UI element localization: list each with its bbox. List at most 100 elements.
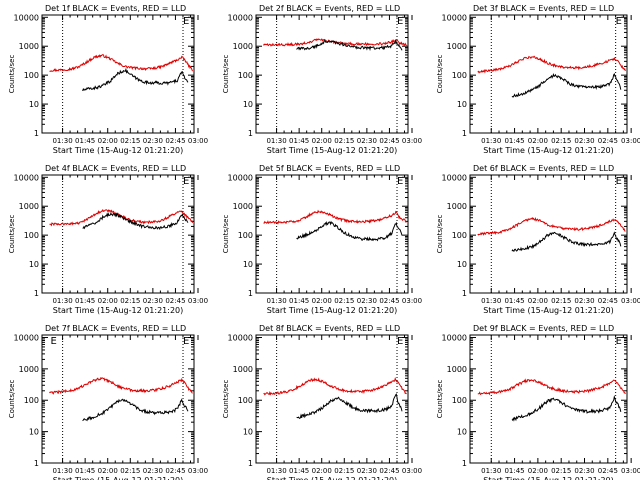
plot-frame: [41, 174, 195, 294]
x-tick-label: 02:15: [551, 137, 571, 145]
panel-title: Det 7f BLACK = Events, RED = LLD: [45, 324, 186, 333]
x-tick-label: 02:45: [379, 467, 399, 475]
y-tick-label: 100: [238, 71, 253, 80]
x-tick-label: 01:30: [52, 137, 72, 145]
events-series-line: [511, 72, 622, 98]
x-tick-label: 02:45: [165, 467, 185, 475]
y-tick-label: 10000: [228, 13, 253, 22]
x-tick-label: 02:15: [120, 137, 140, 145]
x-tick-label: 02:00: [312, 297, 332, 305]
e-marker-label: E: [616, 16, 622, 27]
x-tick-label: 01:30: [266, 137, 286, 145]
x-tick-label: 01:45: [289, 137, 309, 145]
x-tick-label: 02:15: [551, 467, 571, 475]
y-tick-label: 1000: [233, 202, 253, 211]
plot-frame: [469, 334, 628, 464]
x-tick-label: 01:45: [504, 467, 524, 475]
y-tick-label: 10: [243, 260, 253, 269]
y-tick-label: 100: [452, 231, 467, 240]
y-tick-label: 1: [34, 459, 39, 468]
y-tick-label: 10: [457, 100, 467, 109]
x-tick-label: 02:00: [98, 137, 118, 145]
x-tick-label: 02:30: [143, 297, 163, 305]
lld-series-line: [263, 38, 407, 47]
x-tick-label: 02:00: [312, 137, 332, 145]
x-tick-label: 02:45: [598, 297, 618, 305]
lld-series-line: [477, 378, 626, 396]
e-marker-label: E: [183, 336, 189, 347]
panel-title: Det 5f BLACK = Events, RED = LLD: [259, 164, 400, 173]
x-tick-label: 03:00: [402, 467, 422, 475]
panel-title: Det 1f BLACK = Events, RED = LLD: [45, 4, 186, 13]
x-tick-label: 01:45: [289, 297, 309, 305]
x-tick-label: 02:15: [334, 467, 354, 475]
y-tick-label: 1: [462, 129, 467, 138]
lld-series-line: [49, 376, 193, 395]
panel-title: Det 9f BLACK = Events, RED = LLD: [473, 324, 614, 333]
y-tick-label: 10: [243, 428, 253, 437]
lld-series-line: [477, 55, 626, 74]
y-axis-label: Counts/sec: [436, 215, 444, 254]
y-tick-label: 1000: [447, 202, 467, 211]
events-series-line: [296, 220, 403, 242]
x-axis-label: Start Time (15-Aug-12 01:21:20): [483, 476, 614, 480]
x-tick-label: 01:30: [481, 137, 501, 145]
panel-det-5: Det 5f BLACK = Events, RED = LLD 1 10 100 10…: [222, 164, 422, 315]
x-tick-label: 01:30: [52, 467, 72, 475]
y-tick-label: 100: [452, 71, 467, 80]
y-tick-label: 10: [29, 428, 39, 437]
x-tick-label: 02:30: [574, 297, 594, 305]
x-tick-label: 02:45: [165, 137, 185, 145]
events-series-line: [82, 211, 189, 231]
x-tick-label: 03:00: [621, 297, 640, 305]
x-tick-label: 01:30: [266, 297, 286, 305]
x-tick-label: 02:15: [120, 467, 140, 475]
y-tick-label: 100: [24, 231, 39, 240]
panel-title: Det 3f BLACK = Events, RED = LLD: [473, 4, 614, 13]
panel-title: Det 2f BLACK = Events, RED = LLD: [259, 4, 400, 13]
events-series-line: [511, 231, 622, 252]
x-tick-label: 02:45: [598, 467, 618, 475]
y-tick-label: 100: [452, 396, 467, 405]
y-tick-label: 10: [29, 100, 39, 109]
y-tick-label: 100: [238, 396, 253, 405]
x-tick-label: 01:45: [75, 467, 95, 475]
events-series-line: [296, 39, 403, 52]
x-axis-label: Start Time (15-Aug-12 01:21:20): [53, 306, 184, 315]
x-tick-label: 01:30: [481, 297, 501, 305]
panel-det-1: Det 1f BLACK = Events, RED = LLD 1 10 100 10…: [8, 4, 208, 155]
y-tick-label: 100: [24, 71, 39, 80]
x-tick-label: 02:45: [165, 297, 185, 305]
y-tick-label: 1: [248, 459, 253, 468]
y-tick-label: 1: [248, 289, 253, 298]
lld-series-line: [477, 216, 626, 236]
x-axis-label: Start Time (15-Aug-12 01:21:20): [267, 306, 398, 315]
x-axis-label: Start Time (15-Aug-12 01:21:20): [53, 476, 184, 480]
x-axis-label: Start Time (15-Aug-12 01:21:20): [53, 146, 184, 155]
panel-det-2: Det 2f BLACK = Events, RED = LLD 1 10 100 10…: [222, 4, 422, 155]
e-marker-label: E: [616, 176, 622, 187]
y-tick-label: 10: [243, 100, 253, 109]
y-tick-label: 10000: [442, 13, 467, 22]
x-tick-label: 02:00: [98, 297, 118, 305]
x-tick-label: 02:45: [379, 297, 399, 305]
x-tick-label: 02:00: [98, 467, 118, 475]
panel-det-4: Det 4f BLACK = Events, RED = LLD 1 10 100 10…: [8, 164, 208, 315]
x-tick-label: 01:45: [289, 467, 309, 475]
y-tick-label: 1000: [19, 42, 39, 51]
y-axis-label: Counts/sec: [8, 55, 16, 94]
e-marker-label: E: [51, 336, 57, 347]
panel-det-6: Det 6f BLACK = Events, RED = LLD 1 10 100 10…: [436, 164, 640, 315]
y-axis-label: Counts/sec: [8, 215, 16, 254]
x-tick-label: 01:30: [266, 467, 286, 475]
lld-series-line: [263, 377, 407, 396]
x-tick-label: 02:30: [574, 467, 594, 475]
x-tick-label: 02:15: [334, 137, 354, 145]
x-tick-label: 01:45: [504, 297, 524, 305]
e-marker-label: E: [616, 336, 622, 347]
events-series-line: [296, 393, 403, 420]
x-axis-label: Start Time (15-Aug-12 01:21:20): [267, 476, 398, 480]
panel-title: Det 6f BLACK = Events, RED = LLD: [473, 164, 614, 173]
y-tick-label: 1: [248, 129, 253, 138]
